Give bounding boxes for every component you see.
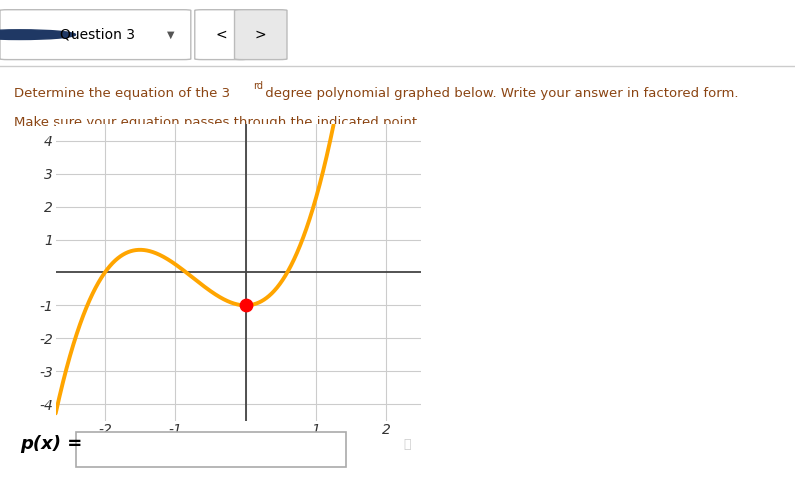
FancyBboxPatch shape bbox=[235, 10, 287, 60]
Text: rd: rd bbox=[253, 81, 263, 91]
Text: <: < bbox=[215, 28, 227, 42]
Text: p(x) =: p(x) = bbox=[20, 435, 82, 453]
Text: Make sure your equation passes through the indicated point.: Make sure your equation passes through t… bbox=[14, 116, 421, 129]
FancyBboxPatch shape bbox=[76, 432, 346, 467]
Text: Question 3: Question 3 bbox=[60, 28, 134, 42]
Circle shape bbox=[0, 30, 76, 40]
Text: degree polynomial graphed below. Write your answer in factored form.: degree polynomial graphed below. Write y… bbox=[261, 87, 739, 100]
Text: 🔍: 🔍 bbox=[403, 438, 410, 451]
FancyBboxPatch shape bbox=[195, 10, 247, 60]
Text: ▼: ▼ bbox=[167, 30, 175, 40]
FancyBboxPatch shape bbox=[0, 10, 191, 60]
Text: Determine the equation of the 3: Determine the equation of the 3 bbox=[14, 87, 231, 100]
Text: >: > bbox=[255, 28, 266, 42]
Point bbox=[239, 302, 252, 309]
